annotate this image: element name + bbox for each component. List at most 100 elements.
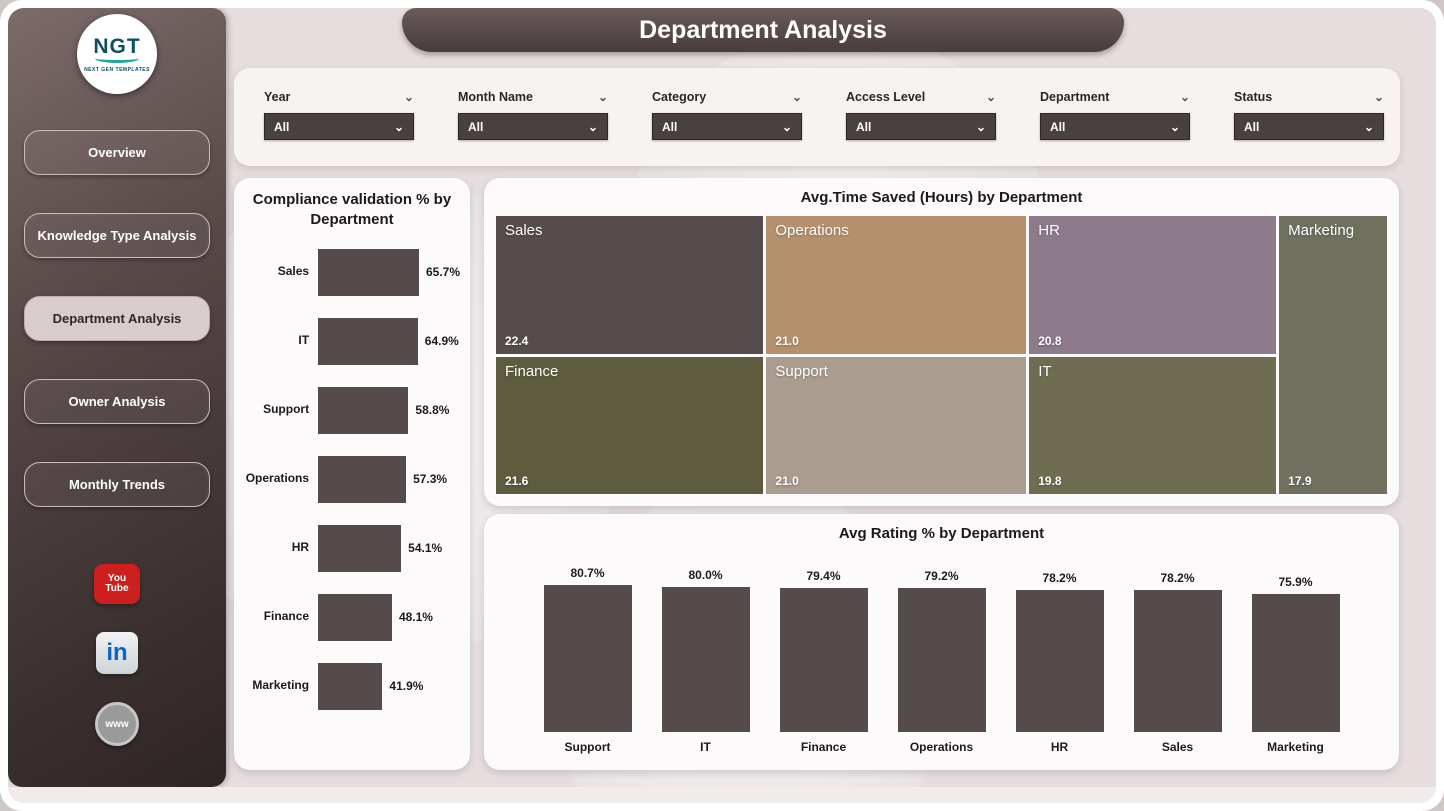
bar-sales[interactable] xyxy=(318,248,419,296)
bar-row: Sales 65.7% xyxy=(240,248,464,296)
treemap-tile-it[interactable]: IT 19.8 xyxy=(1029,356,1277,494)
tile-value: 22.4 xyxy=(505,333,529,348)
chevron-down-icon[interactable] xyxy=(792,90,802,104)
chevron-down-icon xyxy=(394,120,404,134)
treemap-tile-marketing[interactable]: Marketing 17.9 xyxy=(1279,216,1387,494)
sidebar-item-label: Monthly Trends xyxy=(68,477,166,492)
logo-badge: NGT NEXT GEN TEMPLATES xyxy=(77,14,157,94)
sidebar-item-overview[interactable]: Overview xyxy=(24,130,210,175)
sidebar-item-monthly-trends[interactable]: Monthly Trends xyxy=(24,462,210,507)
filter-label: Status xyxy=(1234,90,1273,104)
category-label: IT xyxy=(700,740,711,755)
filter-label: Month Name xyxy=(458,90,533,104)
chevron-down-icon[interactable] xyxy=(986,90,996,104)
treemap-tile-support[interactable]: Support 21.0 xyxy=(766,356,1027,494)
month-name-dropdown[interactable]: All xyxy=(458,113,608,140)
status-dropdown[interactable]: All xyxy=(1234,113,1384,140)
department-dropdown[interactable]: All xyxy=(1040,113,1190,140)
dropdown-value: All xyxy=(468,119,484,134)
bar-finance[interactable] xyxy=(779,587,868,733)
treemap-tile-sales[interactable]: Sales 22.4 xyxy=(496,216,764,354)
bar-hr[interactable] xyxy=(318,524,402,572)
bar-it[interactable] xyxy=(318,317,418,365)
category-dropdown[interactable]: All xyxy=(652,113,802,140)
dropdown-value: All xyxy=(274,119,290,134)
category-label: Support xyxy=(263,402,310,417)
linkedin-icon[interactable]: in xyxy=(96,632,138,674)
filter-status: Status All xyxy=(1234,90,1384,166)
category-label: HR xyxy=(291,540,310,555)
category-label: HR xyxy=(1050,740,1069,755)
chevron-down-icon[interactable] xyxy=(1180,90,1190,104)
bar-row: Support 58.8% xyxy=(240,386,464,434)
filter-department: Department All xyxy=(1040,90,1190,166)
tile-value: 21.6 xyxy=(505,474,529,488)
value-label: 48.1% xyxy=(398,610,433,624)
tile-name: IT xyxy=(1038,362,1052,380)
treemap-tile-hr[interactable]: HR 20.8 xyxy=(1029,216,1277,354)
globe-icon-text: www xyxy=(105,718,129,730)
bar-it[interactable] xyxy=(661,586,750,733)
filter-label: Category xyxy=(652,90,707,104)
chevron-down-icon xyxy=(588,120,598,134)
globe-icon[interactable]: www xyxy=(95,702,139,746)
sidebar-item-label: Department Analysis xyxy=(52,311,182,326)
year-dropdown[interactable]: All xyxy=(264,113,414,140)
compliance-chart-panel: Compliance validation % by Department Sa… xyxy=(234,178,470,770)
value-label: 64.9% xyxy=(424,334,459,348)
sidebar-item-owner-analysis[interactable]: Owner Analysis xyxy=(24,379,210,424)
treemap-tile-operations[interactable]: Operations 21.0 xyxy=(766,216,1027,354)
category-label: Sales xyxy=(1161,740,1194,755)
filter-label: Access Level xyxy=(846,90,926,104)
sidebar-item-knowledge-type-analysis[interactable]: Knowledge Type Analysis xyxy=(24,213,210,258)
chart-title: Avg Rating % by Department xyxy=(838,525,1045,542)
chevron-down-icon[interactable] xyxy=(404,90,414,104)
bar-row: Operations 57.3% xyxy=(240,455,464,503)
tile-name: Operations xyxy=(775,222,849,240)
bar-finance[interactable] xyxy=(318,593,392,641)
footer-strip xyxy=(8,787,1436,803)
sidebar-item-department-analysis[interactable]: Department Analysis xyxy=(24,296,210,341)
filter-access-level: Access Level All xyxy=(846,90,996,166)
bar-hr[interactable] xyxy=(1015,589,1104,733)
youtube-icon[interactable]: You Tube xyxy=(94,564,140,604)
bar-marketing[interactable] xyxy=(318,662,383,710)
page-title-banner: Department Analysis xyxy=(402,8,1124,52)
youtube-icon-text: You xyxy=(107,572,127,584)
bar-support[interactable] xyxy=(543,585,632,733)
sidebar-item-label: Knowledge Type Analysis xyxy=(37,228,197,243)
dropdown-value: All xyxy=(662,119,678,134)
value-label: 78.2% xyxy=(1042,570,1077,585)
linkedin-icon-text: in xyxy=(106,639,128,666)
category-label: Finance xyxy=(263,609,310,624)
dropdown-value: All xyxy=(856,119,872,134)
page-title: Department Analysis xyxy=(639,15,887,44)
logo-swoosh-icon xyxy=(95,54,139,63)
social-links: You Tube in www xyxy=(8,564,226,746)
tile-name: Support xyxy=(775,362,828,380)
chart-title: Avg.Time Saved (Hours) by Department xyxy=(800,189,1083,206)
bar-operations[interactable] xyxy=(897,588,986,733)
category-label: Operations xyxy=(245,471,310,486)
filter-label: Department xyxy=(1040,90,1110,104)
chevron-down-icon[interactable] xyxy=(598,90,608,104)
bar-marketing[interactable] xyxy=(1251,594,1340,733)
category-label: Finance xyxy=(800,740,847,755)
treemap-tile-finance[interactable]: Finance 21.6 xyxy=(496,356,764,494)
bar-operations[interactable] xyxy=(318,455,407,503)
bar-sales[interactable] xyxy=(1133,589,1222,733)
value-label: 75.9% xyxy=(1278,575,1313,590)
tile-name: Marketing xyxy=(1288,222,1355,240)
filter-month-name: Month Name All xyxy=(458,90,608,166)
bar-support[interactable] xyxy=(318,386,409,434)
tile-value: 21.0 xyxy=(775,333,799,348)
chevron-down-icon[interactable] xyxy=(1374,90,1384,104)
value-label: 79.4% xyxy=(806,568,841,583)
compliance-bars: Sales 65.7% IT 64.9% Support xyxy=(240,248,464,710)
access-level-dropdown[interactable]: All xyxy=(846,113,996,140)
bar-row: IT 64.9% xyxy=(240,317,464,365)
bar-column: 79.4% Finance xyxy=(779,550,868,755)
bar-column: 75.9% Marketing xyxy=(1251,550,1340,754)
bar-column: 79.2% Operations xyxy=(897,550,986,754)
